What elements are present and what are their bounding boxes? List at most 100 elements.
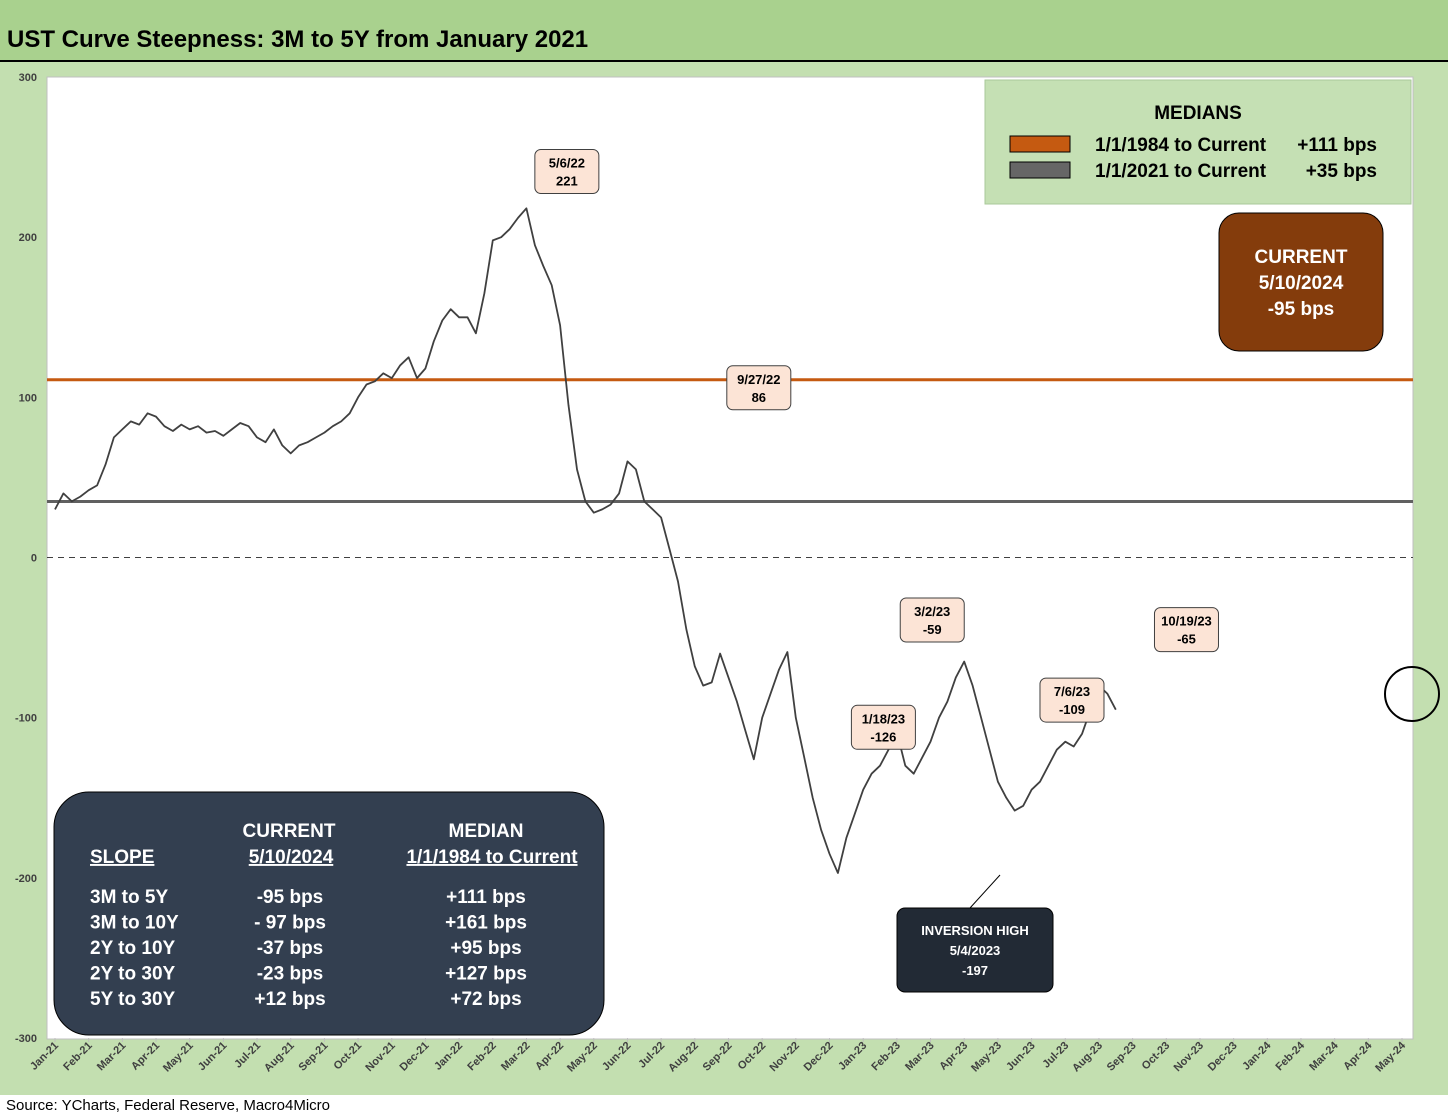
annotation-text: -59 <box>923 622 942 637</box>
annotation-box <box>534 149 600 195</box>
legend-value-2021: +35 bps <box>1306 161 1377 182</box>
x-tick-label: Oct-22 <box>736 1040 769 1073</box>
inversion-leader-line <box>969 874 1001 909</box>
slope-row-name: 3M to 10Y <box>90 913 179 934</box>
inversion-box-bg <box>896 907 1054 993</box>
slope-table-col-date: 5/10/2024 <box>249 847 334 868</box>
annotation-10-19-23: 10/19/23 -65 <box>1153 607 1219 653</box>
annotation-text: -126 <box>870 729 896 744</box>
x-tick-label: Nov-23 <box>1172 1040 1206 1074</box>
x-tick-label: Jan-24 <box>1240 1039 1274 1073</box>
x-tick-label: May-24 <box>1373 1039 1408 1074</box>
x-tick-label: Dec-23 <box>1206 1040 1240 1074</box>
title-bar: UST Curve Steepness: 3M to 5Y from Janua… <box>0 0 1448 62</box>
x-tick-label: Sep-23 <box>1105 1040 1139 1074</box>
slope-row-current: -37 bps <box>257 938 324 959</box>
slope-row-current: -95 bps <box>257 887 324 908</box>
slope-table: CURRENT MEDIAN SLOPE 5/10/2024 1/1/1984 … <box>53 791 605 1036</box>
annotation-text: 3/2/23 <box>914 604 950 619</box>
annotation-1-18-23: 1/18/23 -126 <box>850 704 916 750</box>
x-tick-label: Mar-22 <box>499 1040 533 1074</box>
annotation-text: 7/6/23 <box>1054 684 1090 699</box>
x-tick-label: Dec-21 <box>398 1040 432 1074</box>
annotation-3-2-23: 3/2/23 -59 <box>899 597 965 643</box>
x-tick-label: Dec-22 <box>802 1040 836 1074</box>
x-tick-label: Apr-23 <box>937 1040 970 1073</box>
y-tick-label: -100 <box>15 713 37 725</box>
current-box-date: 5/10/2024 <box>1259 273 1344 294</box>
annotation-5-6-22: 5/6/22 221 <box>534 149 600 195</box>
current-box: CURRENT 5/10/2024 -95 bps <box>1218 212 1384 352</box>
slope-row-name: 3M to 5Y <box>90 887 168 908</box>
x-tick-label: Jan-22 <box>432 1040 465 1073</box>
x-tick-label: Jun-21 <box>196 1040 230 1074</box>
annotation-text: 5/6/22 <box>549 156 585 171</box>
slope-table-header-current: CURRENT <box>243 821 336 842</box>
annotation-box <box>726 365 792 411</box>
current-marker-circle <box>1384 666 1440 722</box>
y-tick-label: 100 <box>19 392 37 404</box>
legend-value-1984: +111 bps <box>1297 135 1377 156</box>
annotation-box <box>1153 607 1219 653</box>
slope-row-median: +161 bps <box>445 913 527 934</box>
current-box-value: -95 bps <box>1268 299 1335 320</box>
x-tick-label: Sep-21 <box>297 1040 331 1074</box>
slope-row-median: +95 bps <box>450 938 521 959</box>
slope-table-col-slope: SLOPE <box>90 847 154 868</box>
annotation-box <box>1039 677 1105 723</box>
y-tick-label: -200 <box>15 873 37 885</box>
annotation-text: -109 <box>1059 702 1085 717</box>
x-tick-label: Apr-21 <box>129 1040 162 1073</box>
legend-label-1984: 1/1/1984 to Current <box>1095 135 1267 156</box>
x-tick-label: Jun-22 <box>600 1040 634 1074</box>
x-tick-label: May-22 <box>565 1040 600 1075</box>
legend-title: MEDIANS <box>1154 103 1242 124</box>
x-tick-label: Jul-23 <box>1040 1040 1071 1071</box>
legend-label-2021: 1/1/2021 to Current <box>1095 161 1267 182</box>
x-tick-label: Apr-22 <box>533 1040 566 1073</box>
x-tick-label: Oct-23 <box>1140 1040 1173 1073</box>
x-tick-label: Feb-24 <box>1274 1039 1308 1073</box>
annotation-text: 221 <box>556 174 578 189</box>
x-tick-label: Sep-22 <box>701 1040 735 1074</box>
x-tick-label: Jun-23 <box>1004 1040 1038 1074</box>
x-tick-label: Nov-21 <box>363 1040 397 1074</box>
chart-title: UST Curve Steepness: 3M to 5Y from Janua… <box>7 26 589 53</box>
x-tick-label: Oct-21 <box>331 1040 364 1073</box>
annotation-text: 86 <box>752 390 766 405</box>
x-tick-label: Feb-21 <box>61 1040 95 1074</box>
inversion-box: INVERSION HIGH 5/4/2023 -197 <box>896 874 1054 993</box>
slope-row-median: +111 bps <box>446 887 526 908</box>
y-tick-label: 200 <box>19 232 37 244</box>
y-tick-label: -300 <box>15 1033 37 1045</box>
annotation-box <box>850 704 916 750</box>
medians-legend: MEDIANS 1/1/1984 to Current +111 bps 1/1… <box>984 79 1412 205</box>
annotation-text: 9/27/22 <box>737 372 780 387</box>
source-note: Source: YCharts, Federal Reserve, Macro4… <box>6 1097 331 1114</box>
x-tick-label: Feb-23 <box>869 1040 903 1074</box>
legend-swatch-2021 <box>1009 161 1071 179</box>
inversion-box-date: 5/4/2023 <box>950 943 1001 958</box>
slope-row-current: +12 bps <box>254 989 325 1010</box>
x-tick-label: Jul-21 <box>232 1040 263 1071</box>
x-tick-label: May-21 <box>161 1040 196 1075</box>
x-tick-label: Feb-22 <box>465 1040 499 1074</box>
x-tick-label: Mar-23 <box>903 1040 937 1074</box>
annotation-9-27-22: 9/27/22 86 <box>726 365 792 411</box>
x-tick-label: Jan-23 <box>836 1040 869 1073</box>
x-tick-label: Nov-22 <box>768 1040 802 1074</box>
x-tick-label: Aug-23 <box>1070 1040 1105 1075</box>
annotation-text: 1/18/23 <box>862 711 905 726</box>
slope-row-median: +127 bps <box>445 964 527 985</box>
x-tick-label: Mar-21 <box>95 1040 129 1074</box>
x-tick-label: Aug-22 <box>666 1040 701 1075</box>
inversion-box-label: INVERSION HIGH <box>921 923 1029 938</box>
slope-table-col-range: 1/1/1984 to Current <box>406 847 578 868</box>
annotation-text: 10/19/23 <box>1161 614 1212 629</box>
current-box-bg <box>1218 212 1384 352</box>
slope-row-current: - 97 bps <box>254 913 326 934</box>
series-line-3m-5y <box>54 207 1117 874</box>
annotation-box <box>899 597 965 643</box>
x-tick-label: Apr-24 <box>1341 1039 1375 1073</box>
slope-table-bg <box>53 791 605 1036</box>
